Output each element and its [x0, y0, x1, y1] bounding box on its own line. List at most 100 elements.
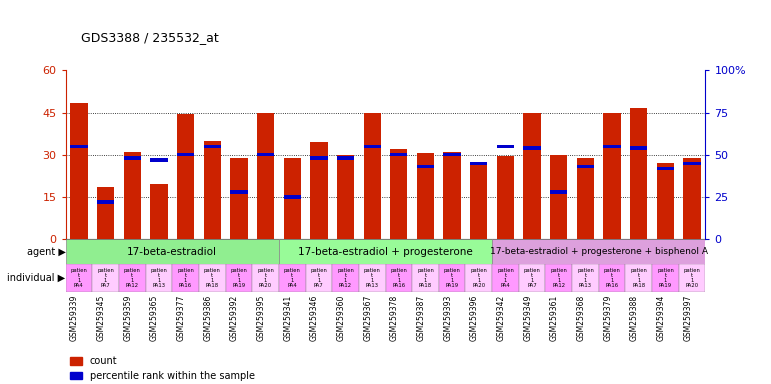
Text: patien
t
1
PA18: patien t 1 PA18 [417, 268, 434, 288]
Text: patien
t
1
PA12: patien t 1 PA12 [337, 268, 354, 288]
Text: GSM259379: GSM259379 [603, 295, 612, 341]
Bar [546, 264, 572, 292]
Text: GSM259341: GSM259341 [283, 295, 292, 341]
Bar [657, 167, 674, 170]
Text: GSM259360: GSM259360 [336, 295, 345, 341]
Bar [204, 141, 221, 239]
Bar [359, 264, 386, 292]
Bar [652, 264, 678, 292]
Text: GSM259397: GSM259397 [683, 295, 692, 341]
Bar [146, 264, 172, 292]
Text: patien
t
1
PA7: patien t 1 PA7 [97, 268, 114, 288]
Bar [678, 264, 705, 292]
Bar [466, 264, 492, 292]
Bar [443, 153, 461, 156]
Bar [284, 157, 301, 239]
Bar [524, 146, 540, 150]
Bar [630, 108, 648, 239]
Bar [177, 114, 194, 239]
Bar [657, 163, 674, 239]
Bar [305, 264, 332, 292]
Bar [225, 264, 252, 292]
Bar [66, 239, 279, 264]
Bar [123, 156, 141, 160]
Text: GSM259361: GSM259361 [550, 295, 559, 341]
Text: patien
t
1
PA12: patien t 1 PA12 [124, 268, 140, 288]
Bar [417, 153, 434, 239]
Text: patien
t
1
PA13: patien t 1 PA13 [150, 268, 167, 288]
Text: GSM259346: GSM259346 [310, 295, 319, 341]
Text: individual ▶: individual ▶ [8, 273, 66, 283]
Bar [417, 165, 434, 168]
Bar [231, 157, 247, 239]
Bar [572, 264, 599, 292]
Text: GSM259342: GSM259342 [497, 295, 506, 341]
Bar [310, 156, 328, 160]
Text: 17-beta-estradiol: 17-beta-estradiol [127, 247, 217, 257]
Bar [492, 264, 519, 292]
Text: patien
t
1
PA16: patien t 1 PA16 [390, 268, 407, 288]
Bar [443, 152, 461, 239]
Bar [386, 264, 412, 292]
Text: GSM259367: GSM259367 [363, 295, 372, 341]
Bar [310, 142, 328, 239]
Text: patien
t
1
PA16: patien t 1 PA16 [177, 268, 194, 288]
Bar [284, 195, 301, 199]
Text: 17-beta-estradiol + progesterone + bisphenol A: 17-beta-estradiol + progesterone + bisph… [490, 247, 708, 256]
Text: patien
t
1
PA18: patien t 1 PA18 [631, 268, 647, 288]
Bar [337, 156, 354, 160]
Text: agent ▶: agent ▶ [27, 247, 66, 257]
Bar [604, 113, 621, 239]
Text: GSM259359: GSM259359 [123, 295, 132, 341]
Text: GDS3388 / 235532_at: GDS3388 / 235532_at [81, 31, 219, 44]
Bar [123, 152, 141, 239]
Text: patien
t
1
PA19: patien t 1 PA19 [444, 268, 460, 288]
Text: patien
t
1
PA20: patien t 1 PA20 [257, 268, 274, 288]
Bar [363, 145, 381, 148]
Text: GSM259377: GSM259377 [177, 295, 186, 341]
Bar [172, 264, 199, 292]
Bar [604, 145, 621, 148]
Text: patien
t
1
PA19: patien t 1 PA19 [231, 268, 247, 288]
Text: GSM259395: GSM259395 [257, 295, 265, 341]
Bar [470, 162, 487, 165]
Text: 17-beta-estradiol + progesterone: 17-beta-estradiol + progesterone [298, 247, 473, 257]
Text: GSM259349: GSM259349 [524, 295, 532, 341]
Bar [630, 146, 648, 150]
Bar [363, 113, 381, 239]
Bar [70, 145, 88, 148]
Bar [390, 149, 408, 239]
Bar [577, 157, 594, 239]
Text: patien
t
1
PA20: patien t 1 PA20 [684, 268, 701, 288]
Bar [599, 264, 625, 292]
Bar [204, 145, 221, 148]
Bar [519, 264, 546, 292]
Bar [97, 200, 114, 204]
Text: GSM259387: GSM259387 [416, 295, 426, 341]
Bar [439, 264, 466, 292]
Bar [177, 153, 194, 156]
Bar [257, 113, 274, 239]
Text: patien
t
1
PA7: patien t 1 PA7 [524, 268, 540, 288]
Bar [470, 162, 487, 239]
Bar [550, 155, 567, 239]
Bar [332, 264, 359, 292]
Text: GSM259365: GSM259365 [150, 295, 159, 341]
Text: GSM259388: GSM259388 [630, 295, 639, 341]
Bar [625, 264, 652, 292]
Bar [683, 157, 701, 239]
Text: GSM259394: GSM259394 [656, 295, 665, 341]
Bar [492, 239, 705, 264]
Text: GSM259393: GSM259393 [443, 295, 452, 341]
Text: GSM259339: GSM259339 [70, 295, 79, 341]
Text: GSM259368: GSM259368 [577, 295, 585, 341]
Text: GSM259378: GSM259378 [390, 295, 399, 341]
Legend: count, percentile rank within the sample: count, percentile rank within the sample [70, 356, 255, 381]
Bar [279, 264, 305, 292]
Text: patien
t
1
PA20: patien t 1 PA20 [470, 268, 487, 288]
Bar [497, 156, 514, 239]
Bar [150, 158, 167, 162]
Bar [257, 153, 274, 156]
Bar [231, 190, 247, 194]
Bar [97, 187, 114, 239]
